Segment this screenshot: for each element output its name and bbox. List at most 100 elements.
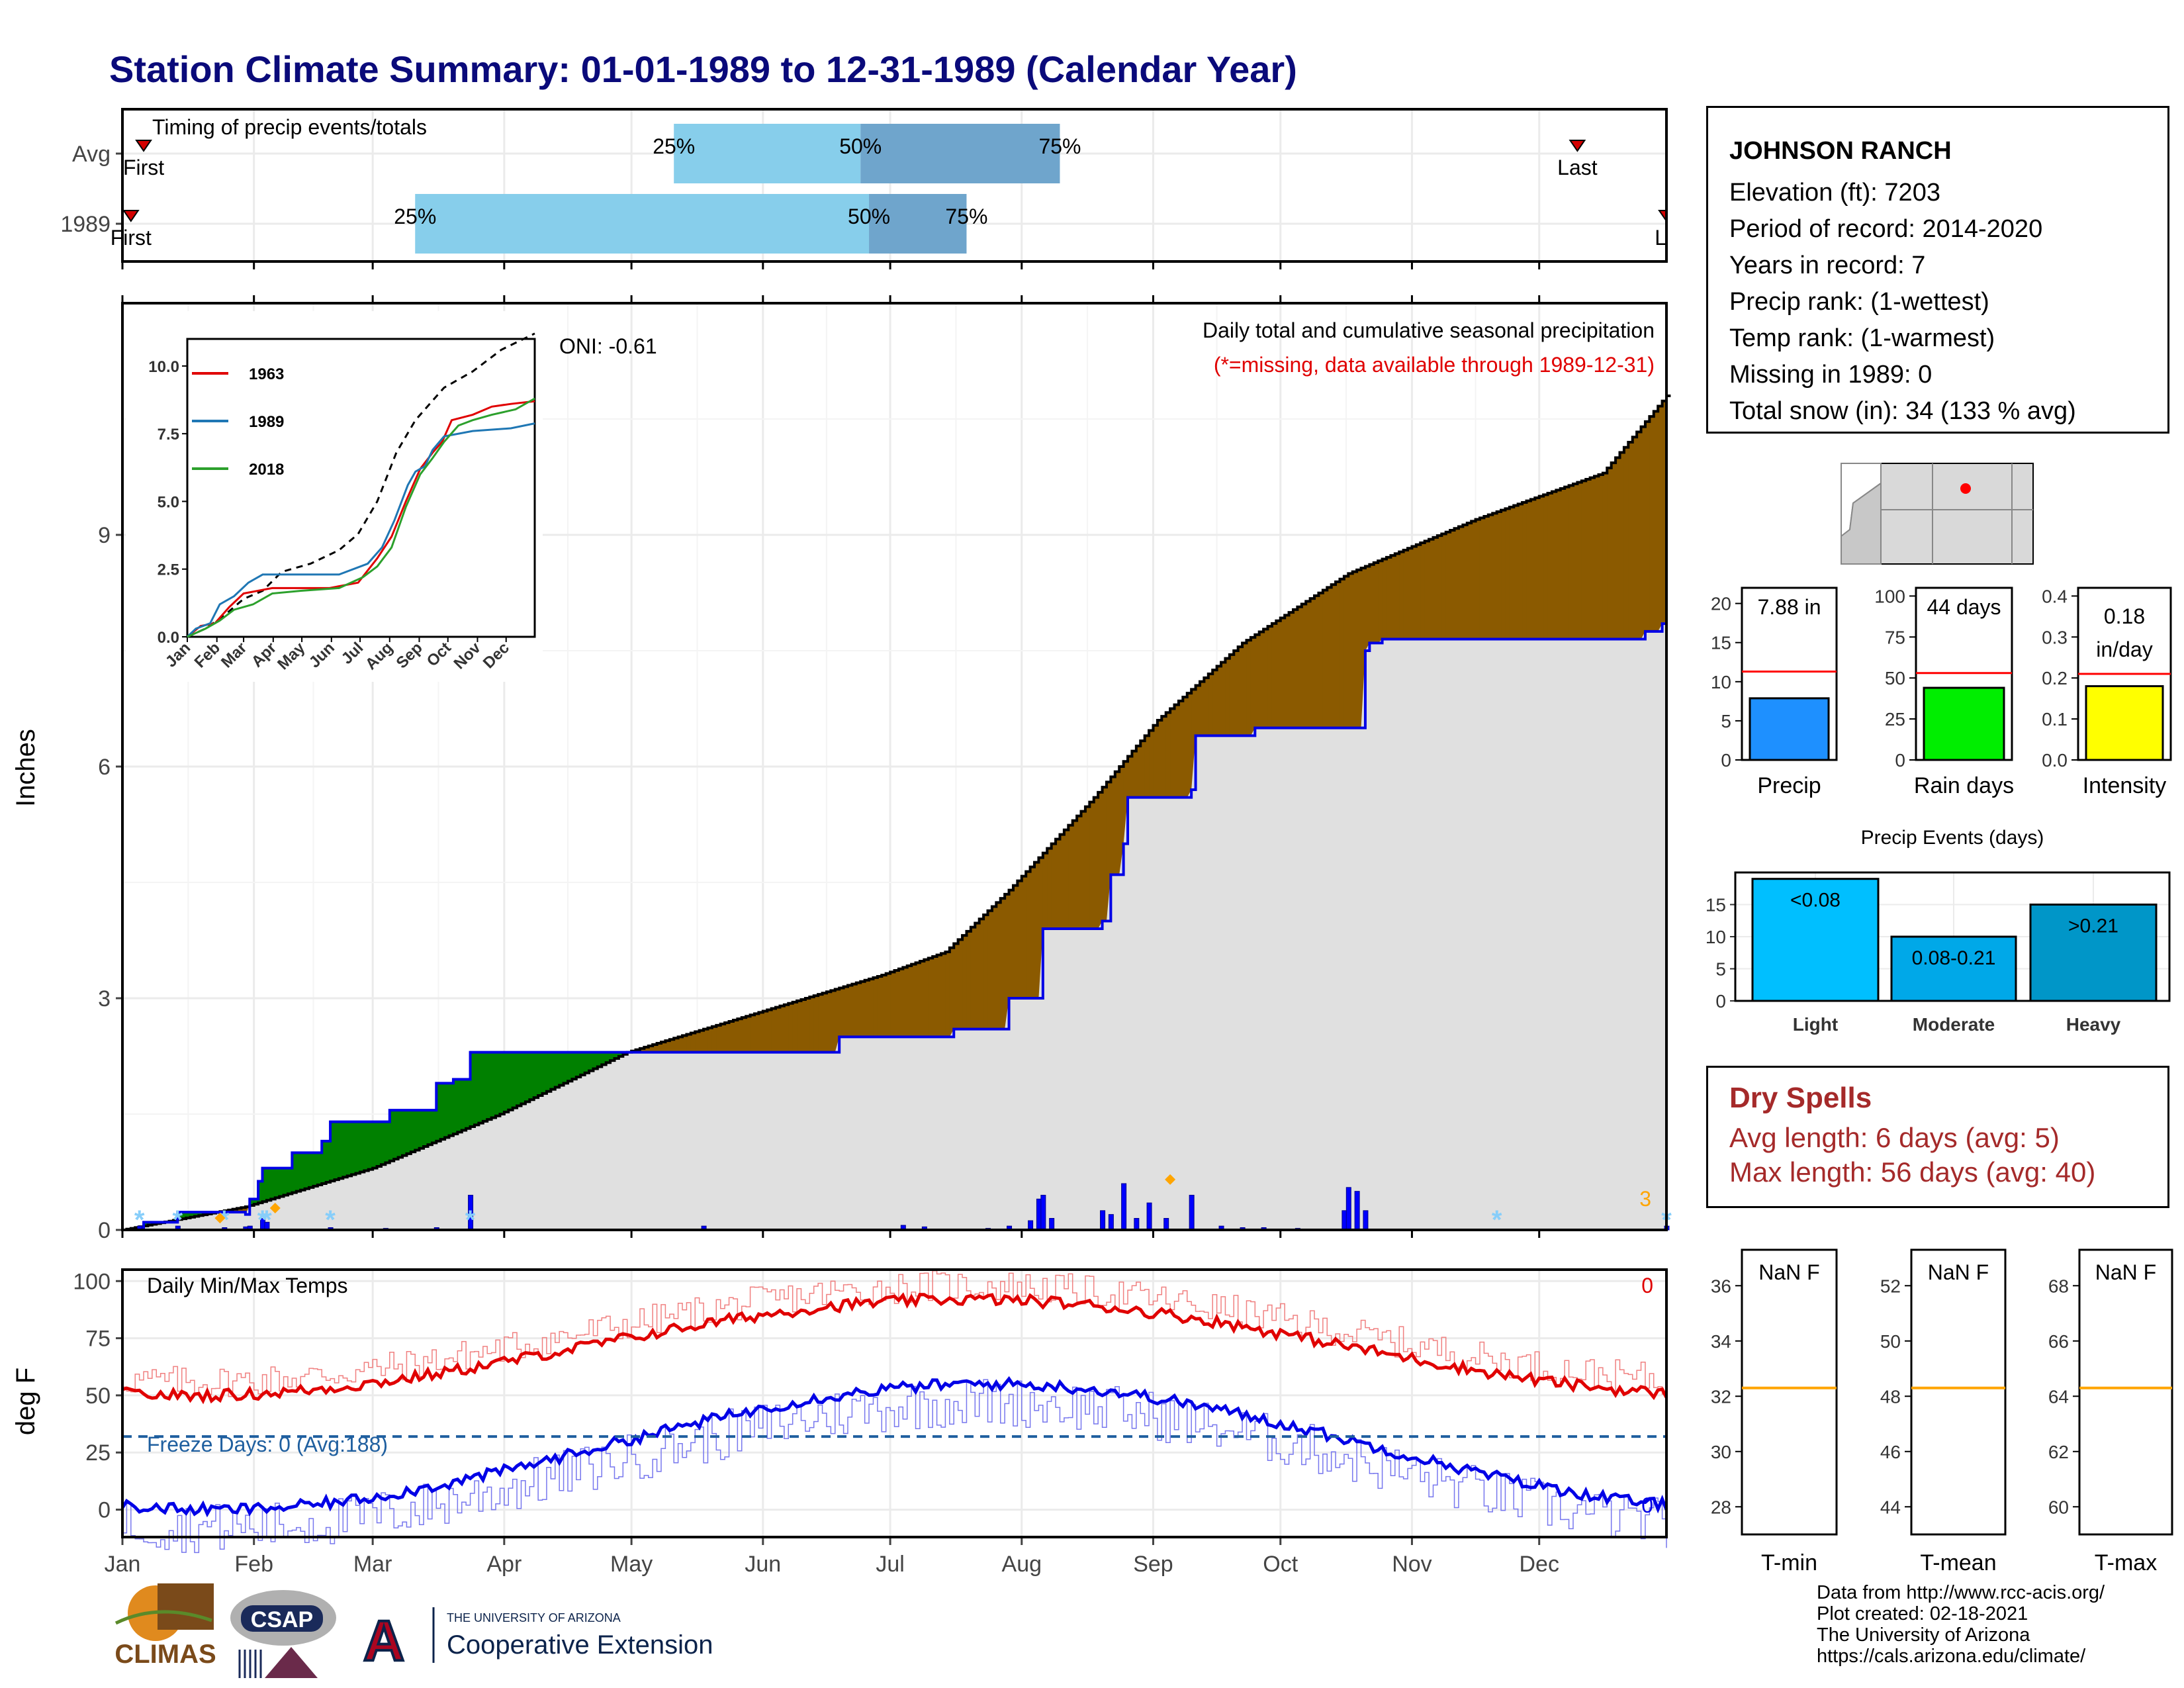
y-tick-label: 0 [98, 1218, 111, 1243]
map-region-west [1841, 482, 1882, 565]
deficit-fill [1149, 730, 1154, 798]
timing-bar-25-50 [674, 124, 861, 183]
snow-marker: * [219, 1205, 230, 1235]
deficit-fill [1424, 541, 1430, 639]
event-bar-label: >0.21 [2068, 915, 2118, 937]
temp-summary-boxes: 28 30 32 34 36 NaN F T-min 44 46 48 50 52 NaN F T-mea… [1711, 1248, 2173, 1575]
surplus-fill [402, 1110, 408, 1156]
deficit-fill [1632, 437, 1637, 639]
deficit-fill [894, 970, 899, 1037]
surplus-fill [347, 1121, 352, 1176]
surplus-fill [580, 1052, 586, 1075]
surplus-fill [368, 1121, 373, 1170]
summary-bar [2085, 685, 2164, 761]
timing-p75-label: 75% [1038, 134, 1081, 158]
deficit-fill [962, 935, 968, 1029]
surplus-fill [525, 1052, 530, 1102]
deficit-fill [1586, 479, 1591, 639]
station-name: JOHNSON RANCH [1729, 137, 1952, 165]
surplus-fill [496, 1052, 501, 1116]
surplus-fill [377, 1121, 382, 1166]
deficit-fill [1658, 406, 1663, 632]
surplus-fill [181, 1212, 187, 1219]
surplus-fill [538, 1052, 543, 1096]
deficit-fill [1361, 568, 1366, 728]
y-tick-label: 52 [1880, 1276, 1901, 1296]
surplus-fill [542, 1052, 547, 1094]
deficit-fill [1068, 825, 1073, 929]
surplus-fill [567, 1052, 572, 1082]
deficit-fill [1297, 606, 1302, 728]
deficit-fill [669, 1039, 674, 1053]
summary-bar-value: in/day [2096, 637, 2152, 661]
y-tick-label: 44 [1880, 1497, 1901, 1517]
deficit-fill [657, 1043, 662, 1053]
month-label: Jun [745, 1552, 781, 1577]
deficit-fill [1602, 473, 1608, 639]
surplus-fill [424, 1110, 429, 1147]
daily-precip-bar [1100, 1210, 1106, 1231]
deficit-fill [1178, 700, 1183, 798]
avg-min-temp-line [120, 1376, 1668, 1518]
deficit-fill [936, 955, 942, 1037]
timing-p25-label: 25% [394, 205, 436, 228]
deficit-fill [1484, 516, 1489, 639]
station-missing: Missing in 1989: 0 [1729, 361, 1933, 389]
y-tick-label: 34 [1711, 1331, 1731, 1352]
cumulative-avg-line [122, 395, 1671, 1231]
deficit-fill [852, 984, 857, 1037]
y-tick-label: 9 [98, 523, 111, 548]
temp-box-frame [2078, 1248, 2173, 1536]
summary-bar-label: Precip [1757, 773, 1821, 798]
deficit-fill [1590, 477, 1595, 639]
deficit-fill [1098, 792, 1103, 929]
month-label: Nov [1392, 1552, 1432, 1577]
deficit-fill [813, 996, 819, 1053]
deficit-fill [1234, 651, 1239, 736]
deficit-fill [792, 1002, 797, 1053]
deficit-fill [1336, 581, 1341, 728]
deficit-fill [1034, 862, 1040, 998]
y-tick-label: 0.2 [2042, 668, 2068, 688]
temp-box-label: T-mean [1920, 1550, 1996, 1575]
surplus-fill [258, 1181, 263, 1203]
surplus-fill [597, 1052, 602, 1067]
deficit-fill [1416, 544, 1421, 639]
surplus-fill [466, 1079, 471, 1129]
ua-logo-small-text: THE UNIVERSITY OF ARIZONA [447, 1611, 621, 1624]
deficit-fill [970, 927, 976, 1029]
daily-precip-bar [1121, 1183, 1127, 1231]
station-precip-rank: Precip rank: (1-wettest) [1729, 288, 1989, 316]
station-snow: Total snow (in): 34 (133 % avg) [1729, 397, 2076, 425]
station-temp-rank: Temp rank: (1-warmest) [1729, 324, 1995, 352]
deficit-fill [1093, 797, 1099, 929]
y-tick-label: 36 [1711, 1276, 1731, 1296]
snow-marker: * [465, 1205, 476, 1235]
deficit-fill [903, 967, 908, 1037]
deficit-fill [1000, 898, 1005, 1029]
deficit-fill [1445, 532, 1451, 639]
deficit-fill [975, 923, 980, 1029]
deficit-fill [1343, 576, 1349, 728]
deficit-fill [933, 957, 938, 1037]
ua-logo-icon: A [363, 1609, 404, 1673]
deficit-fill [835, 989, 840, 1053]
surplus-fill [533, 1052, 539, 1098]
y-tick-label: 28 [1711, 1497, 1731, 1517]
temp-box-value: NaN F [1758, 1260, 1819, 1284]
y-tick-label: 100 [73, 1269, 111, 1294]
deficit-fill [653, 1045, 658, 1053]
snow-marker: * [261, 1205, 272, 1235]
deficit-fill [1581, 481, 1586, 639]
deficit-fill [1433, 537, 1438, 639]
csap-logo-text: CSAP [251, 1607, 313, 1632]
daily-precip-bar [1189, 1195, 1195, 1231]
deficit-fill [949, 947, 954, 1037]
deficit-fill [1471, 521, 1477, 639]
temp-frame [121, 1268, 1668, 1538]
month-label: Mar [353, 1552, 392, 1577]
surplus-fill [482, 1052, 488, 1121]
deficit-fill [754, 1013, 760, 1053]
temp-box-label: T-min [1761, 1550, 1817, 1575]
